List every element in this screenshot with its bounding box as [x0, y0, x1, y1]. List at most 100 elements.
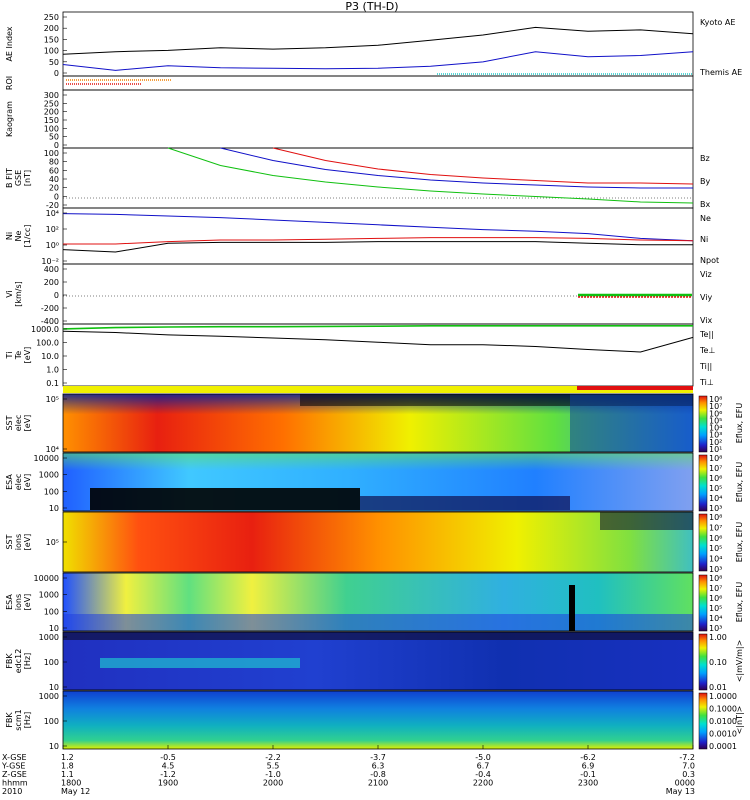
ylabel-esa_i: ESA [5, 594, 14, 610]
colorbar-tick: 10⁶ [709, 594, 722, 603]
colorbar-tick: 10⁸ [709, 574, 722, 583]
ytick-density: 10⁻² [41, 257, 59, 266]
colorbar-label: Eflux, EFU [735, 582, 744, 623]
ytick-bfield: 20 [49, 184, 59, 193]
ytick-esa_e: 10000 [34, 454, 59, 463]
ytick-bfield: 40 [49, 175, 59, 184]
density-npot-line [62, 213, 694, 242]
colorbar-tick: 10⁵ [709, 416, 722, 425]
colorbar-tick: 10¹ [709, 445, 722, 454]
colorbar-tick: 10⁸ [709, 395, 722, 404]
xaxis-tick-label: 6.3 [372, 762, 385, 771]
xaxis-tick-label: 6.9 [582, 762, 595, 771]
ylabel-temperature: Ti [5, 352, 14, 360]
legend-density: Ni [700, 235, 708, 244]
colorbar-tick: 10⁶ [709, 534, 722, 543]
colorbar-tick: 10³ [709, 431, 722, 440]
xaxis-tick-label: 0000 [675, 779, 695, 788]
legend-velocity: Vix [700, 316, 713, 325]
ylabel-velocity: Vi [5, 290, 14, 298]
ytick-kyoto: 100 [44, 124, 59, 133]
ylabel-sst_e: SST [5, 415, 14, 430]
colorbar-tick: 0.0001 [709, 742, 737, 751]
colorbar-esa-electrons [698, 454, 708, 512]
ytick-velocity: 400 [44, 265, 59, 274]
xaxis-tick-label: 2000 [263, 779, 283, 788]
ylabel-velocity: [km/s] [14, 281, 23, 307]
xaxis-tick-label: 6.7 [477, 762, 490, 771]
ytick-esa_i: 10 [49, 624, 59, 633]
colorbar-tick: 10⁴ [709, 494, 722, 503]
colorbar-tick: 10³ [709, 624, 722, 633]
ytick-velocity: -200 [41, 304, 59, 313]
colorbar-label: Eflux, EFU [735, 462, 744, 503]
ytick-sst_i: 10⁵ [46, 538, 59, 547]
ytick-velocity: 200 [44, 278, 59, 287]
colorbar-tick: 10⁷ [709, 402, 722, 411]
xaxis-tick-label: -7.2 [679, 753, 695, 762]
colorbar-fbk-efield [698, 633, 708, 691]
x-axis: X-GSEY-GSEZ-GSEhhmm20101.21.81.11800May … [1, 745, 695, 796]
xaxis-row-label: hhmm [2, 779, 28, 788]
xaxis-tick-label: 5.5 [267, 762, 280, 771]
ytick-temperature: 10.0 [41, 352, 59, 361]
colorbar-tick: 10² [709, 438, 722, 447]
colorbar-group [698, 395, 708, 750]
bfield-bz-line [272, 147, 694, 185]
colorbar-label: Eflux, EFU [735, 403, 744, 444]
panel-density [62, 207, 694, 265]
xaxis-tick-label: -0.5 [160, 753, 176, 762]
panel-fbk-bfield [62, 690, 694, 750]
status-bar-red [577, 386, 693, 390]
legend-ae: Kyoto AE [700, 18, 735, 27]
ylabel-sst_i: [eV] [23, 534, 32, 551]
xaxis-tick-label: May 12 [61, 787, 90, 796]
colorbar-tick: 10⁷ [709, 523, 722, 532]
ytick-fbk_e: 10 [49, 683, 59, 692]
ytick-temperature: 100.0 [36, 339, 59, 348]
ytick-bfield: 80 [49, 158, 59, 167]
ylabel-fbk_b: FBK [5, 712, 14, 728]
colorbar-label: Eflux, EFU [735, 522, 744, 563]
xaxis-tick-label: 2100 [368, 779, 388, 788]
ylabel-density: [1/cc] [23, 225, 32, 248]
ylabel-roi: ROI [5, 76, 14, 90]
ytick-fbk_e: 100 [44, 658, 59, 667]
legend-temperature: Te|| [699, 330, 714, 339]
legend-density: Ne [700, 214, 711, 223]
plot-title: P3 (TH-D) [345, 0, 398, 13]
colorbar-fbk-bfield [698, 692, 708, 750]
legend-temperature: Ti⊥ [699, 378, 714, 387]
xaxis-row-label: Y-GSE [1, 762, 25, 771]
colorbar-tick: 10⁵ [709, 484, 722, 493]
xaxis-tick-label: 1.1 [61, 770, 74, 779]
ylabel-density: Ne [14, 230, 23, 241]
ytick-kyoto: 300 [44, 91, 59, 100]
colorbar-label: <|nT|> [735, 706, 744, 735]
colorbar-tick: 10³ [709, 565, 722, 574]
ytick-bfield: -20 [46, 201, 59, 210]
ytick-esa_e: 100 [44, 487, 59, 496]
ytick-temperature: 1.0 [46, 366, 59, 375]
ylabel-kyoto: Kaogram [5, 101, 14, 137]
ytick-bfield: 60 [49, 166, 59, 175]
xaxis-row-label: X-GSE [2, 753, 27, 762]
colorbar-tick: 10³ [709, 504, 722, 513]
colorbar-tick: 0.01 [709, 683, 727, 692]
ylabel-density: Ni [5, 232, 14, 240]
colorbar-tick: 0.0100 [709, 717, 737, 726]
ytick-esa_e: 1000 [39, 471, 59, 480]
temperature-te-line [62, 330, 694, 353]
ytick-esa_i: 100 [44, 607, 59, 616]
ylabel-sst_i: ions [14, 534, 23, 550]
colorbar-tick: 10⁴ [709, 555, 722, 564]
ytick-esa_e: 10 [49, 504, 59, 513]
ylabel-bfield: GSE [14, 170, 23, 186]
xaxis-tick-label: 1.2 [61, 753, 74, 762]
ytick-velocity: 0 [54, 291, 59, 300]
ylabel-fbk_b: scm1 [14, 709, 23, 730]
ylabel-fbk_e: FBK [5, 653, 14, 669]
xaxis-tick-label: May 13 [666, 787, 695, 796]
ylabel-temperature: [eV] [23, 347, 32, 364]
panel-sst-electrons [62, 393, 694, 453]
